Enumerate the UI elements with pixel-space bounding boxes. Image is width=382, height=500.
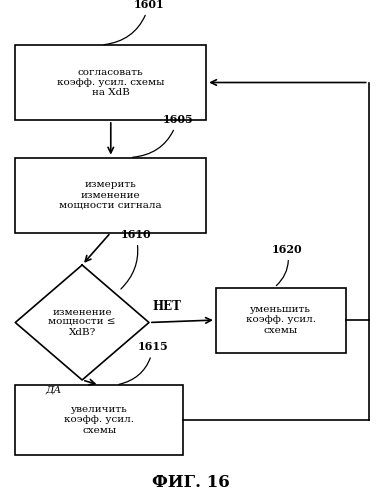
Text: увеличить
коэфф. усил.
схемы: увеличить коэфф. усил. схемы: [64, 405, 134, 435]
Text: НЕТ: НЕТ: [153, 300, 182, 312]
Text: изменение
мощности ≤
XdB?: изменение мощности ≤ XdB?: [49, 308, 116, 338]
Text: 1615: 1615: [119, 342, 168, 384]
FancyBboxPatch shape: [15, 45, 206, 120]
Text: 1610: 1610: [120, 229, 151, 289]
Text: 1601: 1601: [104, 0, 164, 44]
Text: согласовать
коэфф. усил. схемы
на XdB: согласовать коэфф. усил. схемы на XdB: [57, 68, 165, 98]
Text: 1605: 1605: [133, 114, 193, 158]
Text: ДА: ДА: [45, 385, 62, 394]
Text: измерить
изменение
мощности сигнала: измерить изменение мощности сигнала: [60, 180, 162, 210]
Text: 1620: 1620: [272, 244, 303, 286]
Text: уменьшить
коэфф. усил.
схемы: уменьшить коэфф. усил. схемы: [246, 305, 316, 335]
FancyBboxPatch shape: [15, 385, 183, 455]
FancyBboxPatch shape: [216, 288, 346, 352]
Polygon shape: [15, 265, 149, 380]
Text: ФИГ. 16: ФИГ. 16: [152, 474, 230, 491]
FancyBboxPatch shape: [15, 158, 206, 232]
